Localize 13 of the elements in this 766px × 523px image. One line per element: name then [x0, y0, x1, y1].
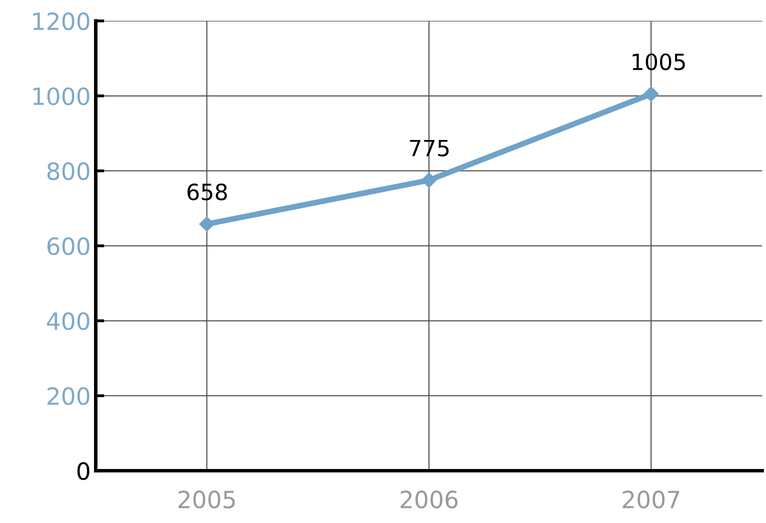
- y-tick-label: 200: [48, 387, 90, 406]
- x-tick-label: 2005: [178, 490, 235, 508]
- x-tick-label: 2006: [400, 490, 458, 508]
- y-tick-label: 1000: [33, 87, 90, 106]
- point: [199, 216, 214, 232]
- y-tick-label: 800: [47, 162, 90, 180]
- y-tick-label: 600: [47, 237, 90, 256]
- x-tick-label: 2007: [622, 490, 680, 508]
- y-tick-label: 400: [46, 312, 90, 330]
- y-tick-label: 1200: [33, 12, 90, 30]
- point: [644, 86, 659, 102]
- point: [421, 172, 437, 188]
- y-tick-label: 0: [77, 462, 90, 480]
